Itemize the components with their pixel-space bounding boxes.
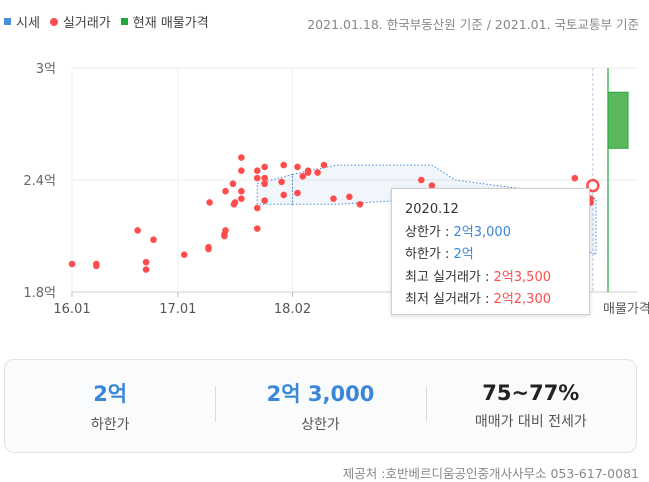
tooltip-lower: 하한가 : 2억 — [405, 244, 576, 267]
trade-point — [261, 163, 268, 171]
price-summary-panel: 2억 하한가 2억 3,000 상한가 75~77% 매매가 대비 전세가 — [4, 359, 637, 453]
tooltip-date: 2020.12 — [405, 202, 459, 217]
tooltip-upper-value: 2억3,000 — [453, 224, 511, 240]
trade-point — [205, 243, 212, 251]
legend-item-listing[interactable]: 현재 매물가격 — [120, 12, 209, 31]
tooltip-lower-value: 2억 — [453, 247, 474, 262]
trade-point — [280, 161, 288, 169]
tooltip-max-label: 최고 실거래가 : — [405, 269, 494, 285]
trade-point — [229, 180, 237, 188]
legend-item-trade[interactable]: 실거래가 — [49, 12, 111, 31]
legend-swatch-listing — [120, 18, 128, 25]
legend-swatch-trade — [49, 17, 58, 26]
trade-point — [253, 167, 261, 174]
price-band-area — [292, 164, 597, 256]
legend-item-price[interactable]: 시세 — [4, 12, 40, 31]
tooltip-max: 최고 실거래가 : 2억3,500 — [405, 267, 576, 290]
chart-tooltip: 2020.12 상한가 : 2억3,000 하한가 : 2억 최고 실거래가 :… — [391, 188, 590, 315]
trade-point — [571, 174, 579, 182]
x-tick-label: 17.01 — [159, 302, 196, 317]
trade-point — [294, 189, 301, 197]
listing-price-bar — [607, 91, 629, 149]
chart-legend: 시세 실거래가 현재 매물가격 — [4, 12, 219, 31]
trade-point — [231, 199, 239, 206]
trade-point — [320, 161, 328, 169]
trade-point — [330, 195, 337, 202]
chart-grid — [71, 67, 637, 293]
trade-point — [299, 172, 307, 180]
trade-point — [280, 191, 288, 199]
summary-ratio: 75~77% 매매가 대비 전세가 — [425, 360, 636, 452]
trade-points — [68, 154, 595, 273]
trade-point — [142, 266, 150, 273]
trade-point — [206, 199, 213, 206]
trade-point — [238, 187, 245, 195]
highlight-marker — [586, 178, 600, 193]
summary-upper-value: 2억 3,000 — [266, 382, 375, 406]
legend-label-price: 시세 — [16, 16, 40, 31]
trade-point — [238, 167, 245, 174]
trade-point — [314, 169, 321, 176]
trade-point — [278, 178, 285, 186]
trade-point — [134, 227, 141, 234]
trade-point — [261, 180, 268, 188]
y-tick-label: 3억 — [36, 62, 56, 77]
tooltip-min-label: 최저 실거래가 : — [405, 292, 494, 307]
trade-point — [93, 262, 100, 270]
tooltip-max-value: 2억3,500 — [493, 269, 551, 285]
legend-label-listing: 현재 매물가격 — [132, 16, 209, 31]
trade-point — [180, 251, 188, 258]
trade-point — [428, 182, 436, 189]
y-tick-label: 1.8억 — [23, 286, 56, 301]
trade-point — [356, 200, 364, 208]
tooltip-min-value: 2억2,300 — [493, 292, 551, 307]
trade-point — [68, 260, 76, 268]
provider-text: 제공처 :호반베르디움공인중개사사무소 053-617-0081 — [342, 466, 639, 481]
summary-upper: 2억 3,000 상한가 — [215, 360, 425, 452]
summary-upper-label: 상한가 — [301, 417, 340, 433]
trade-point — [222, 187, 229, 195]
trade-point — [418, 176, 425, 184]
tooltip-lower-label: 하한가 : — [405, 247, 454, 262]
y-tick-label: 2.4억 — [23, 174, 56, 189]
trade-point — [238, 154, 245, 161]
summary-ratio-value: 75~77% — [482, 381, 580, 405]
x-extra-label: 매물가격 — [603, 302, 649, 317]
trade-point — [253, 204, 261, 212]
trade-point — [142, 258, 150, 266]
legend-swatch-price — [4, 18, 11, 25]
highlight-point — [586, 178, 600, 193]
summary-lower: 2억 하한가 — [5, 360, 215, 452]
tooltip-min: 최저 실거래가 : 2억2,300 — [405, 289, 576, 312]
trade-point — [253, 174, 261, 182]
summary-lower-value: 2억 — [93, 382, 128, 406]
trade-point — [261, 197, 268, 204]
x-tick-label: 18.02 — [274, 302, 311, 317]
trade-point — [261, 174, 268, 182]
legend-label-trade: 실거래가 — [62, 16, 111, 31]
summary-lower-label: 하한가 — [90, 417, 130, 433]
trade-point — [294, 163, 301, 171]
tooltip-upper-label: 상한가 : — [405, 224, 454, 240]
trade-point — [304, 167, 312, 174]
trade-point — [253, 225, 261, 232]
data-source-text: 2021.01.18. 한국부동산원 기준 / 2021.01. 국토교통부 기… — [307, 17, 639, 32]
summary-ratio-label: 매매가 대비 전세가 — [474, 414, 587, 430]
tooltip-upper: 상한가 : 2억3,000 — [405, 222, 576, 245]
trade-point — [150, 236, 157, 244]
trade-point — [238, 195, 245, 202]
x-tick-label: 16.01 — [53, 302, 90, 317]
trade-point — [346, 193, 353, 201]
trade-point — [222, 227, 229, 234]
